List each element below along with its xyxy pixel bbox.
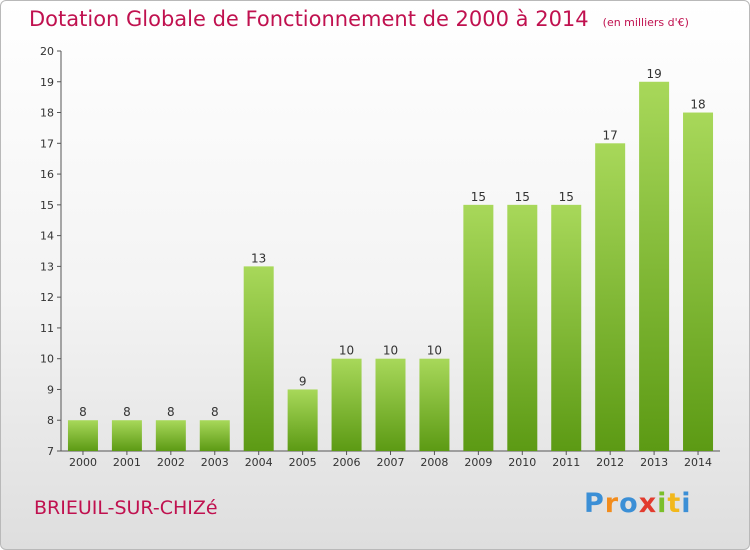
bar	[683, 112, 714, 452]
bar	[67, 420, 98, 451]
y-tick-label: 11	[40, 322, 54, 335]
logo-letter: r	[604, 488, 620, 519]
bar-value-label: 8	[79, 405, 87, 419]
y-tick-label: 14	[40, 230, 54, 243]
bar-value-label: 10	[427, 344, 442, 358]
bar	[639, 81, 670, 452]
x-tick-label: 2004	[245, 456, 273, 469]
logo-letter: P	[584, 488, 605, 519]
x-tick-label: 2001	[113, 456, 141, 469]
bar-value-label: 8	[211, 405, 219, 419]
x-tick-label: 2013	[640, 456, 668, 469]
y-tick-label: 19	[40, 76, 54, 89]
y-tick-label: 7	[47, 445, 54, 458]
logo-letter: o	[619, 488, 639, 519]
x-tick-label: 2006	[333, 456, 361, 469]
y-tick-label: 20	[40, 45, 54, 58]
bar	[463, 204, 494, 451]
x-tick-label: 2009	[464, 456, 492, 469]
bar-value-label: 8	[167, 405, 175, 419]
logo-letter: i	[681, 488, 692, 519]
y-tick-label: 10	[40, 353, 54, 366]
x-tick-label: 2002	[157, 456, 185, 469]
chart-title: Dotation Globale de Fonctionnement de 20…	[29, 7, 589, 31]
bar	[419, 358, 450, 451]
chart-subtitle: (en milliers d'€)	[602, 16, 689, 29]
logo-letter: x	[638, 488, 658, 519]
bar-value-label: 15	[559, 190, 574, 204]
x-tick-label: 2010	[508, 456, 536, 469]
bar	[331, 358, 362, 451]
y-tick-label: 8	[47, 414, 54, 427]
proxiti-logo: Proxiti	[584, 488, 692, 519]
bar	[551, 204, 582, 451]
y-tick-label: 18	[40, 107, 54, 120]
y-tick-label: 15	[40, 199, 54, 212]
bar	[243, 266, 274, 451]
bar-value-label: 10	[383, 344, 398, 358]
x-tick-label: 2012	[596, 456, 624, 469]
y-tick-label: 13	[40, 260, 54, 273]
bar	[595, 143, 626, 452]
bar	[375, 358, 406, 451]
bar-value-label: 19	[646, 67, 661, 81]
bar-value-label: 17	[603, 128, 618, 142]
y-tick-label: 16	[40, 168, 54, 181]
bar-value-label: 9	[299, 374, 307, 388]
bar-value-label: 15	[471, 190, 486, 204]
bar	[199, 420, 230, 451]
commune-name: BRIEUIL-SUR-CHIZé	[34, 497, 218, 519]
y-tick-label: 9	[47, 383, 54, 396]
x-tick-label: 2000	[69, 456, 97, 469]
bar	[155, 420, 186, 451]
x-tick-label: 2011	[552, 456, 580, 469]
x-tick-label: 2008	[420, 456, 448, 469]
logo-letter: t	[667, 488, 682, 519]
bar-value-label: 13	[251, 251, 266, 265]
bar-value-label: 15	[515, 190, 530, 204]
x-tick-label: 2014	[684, 456, 712, 469]
bar-value-label: 10	[339, 344, 354, 358]
logo-letter: i	[657, 488, 668, 519]
bar	[111, 420, 142, 451]
y-tick-label: 17	[40, 137, 54, 150]
x-tick-label: 2005	[289, 456, 317, 469]
bar-value-label: 18	[690, 98, 705, 112]
bar	[507, 204, 538, 451]
bar-value-label: 8	[123, 405, 131, 419]
bar	[287, 389, 318, 451]
chart-title-block: Dotation Globale de Fonctionnement de 20…	[29, 7, 689, 31]
x-tick-label: 2003	[201, 456, 229, 469]
x-tick-label: 2007	[377, 456, 405, 469]
y-tick-label: 12	[40, 291, 54, 304]
